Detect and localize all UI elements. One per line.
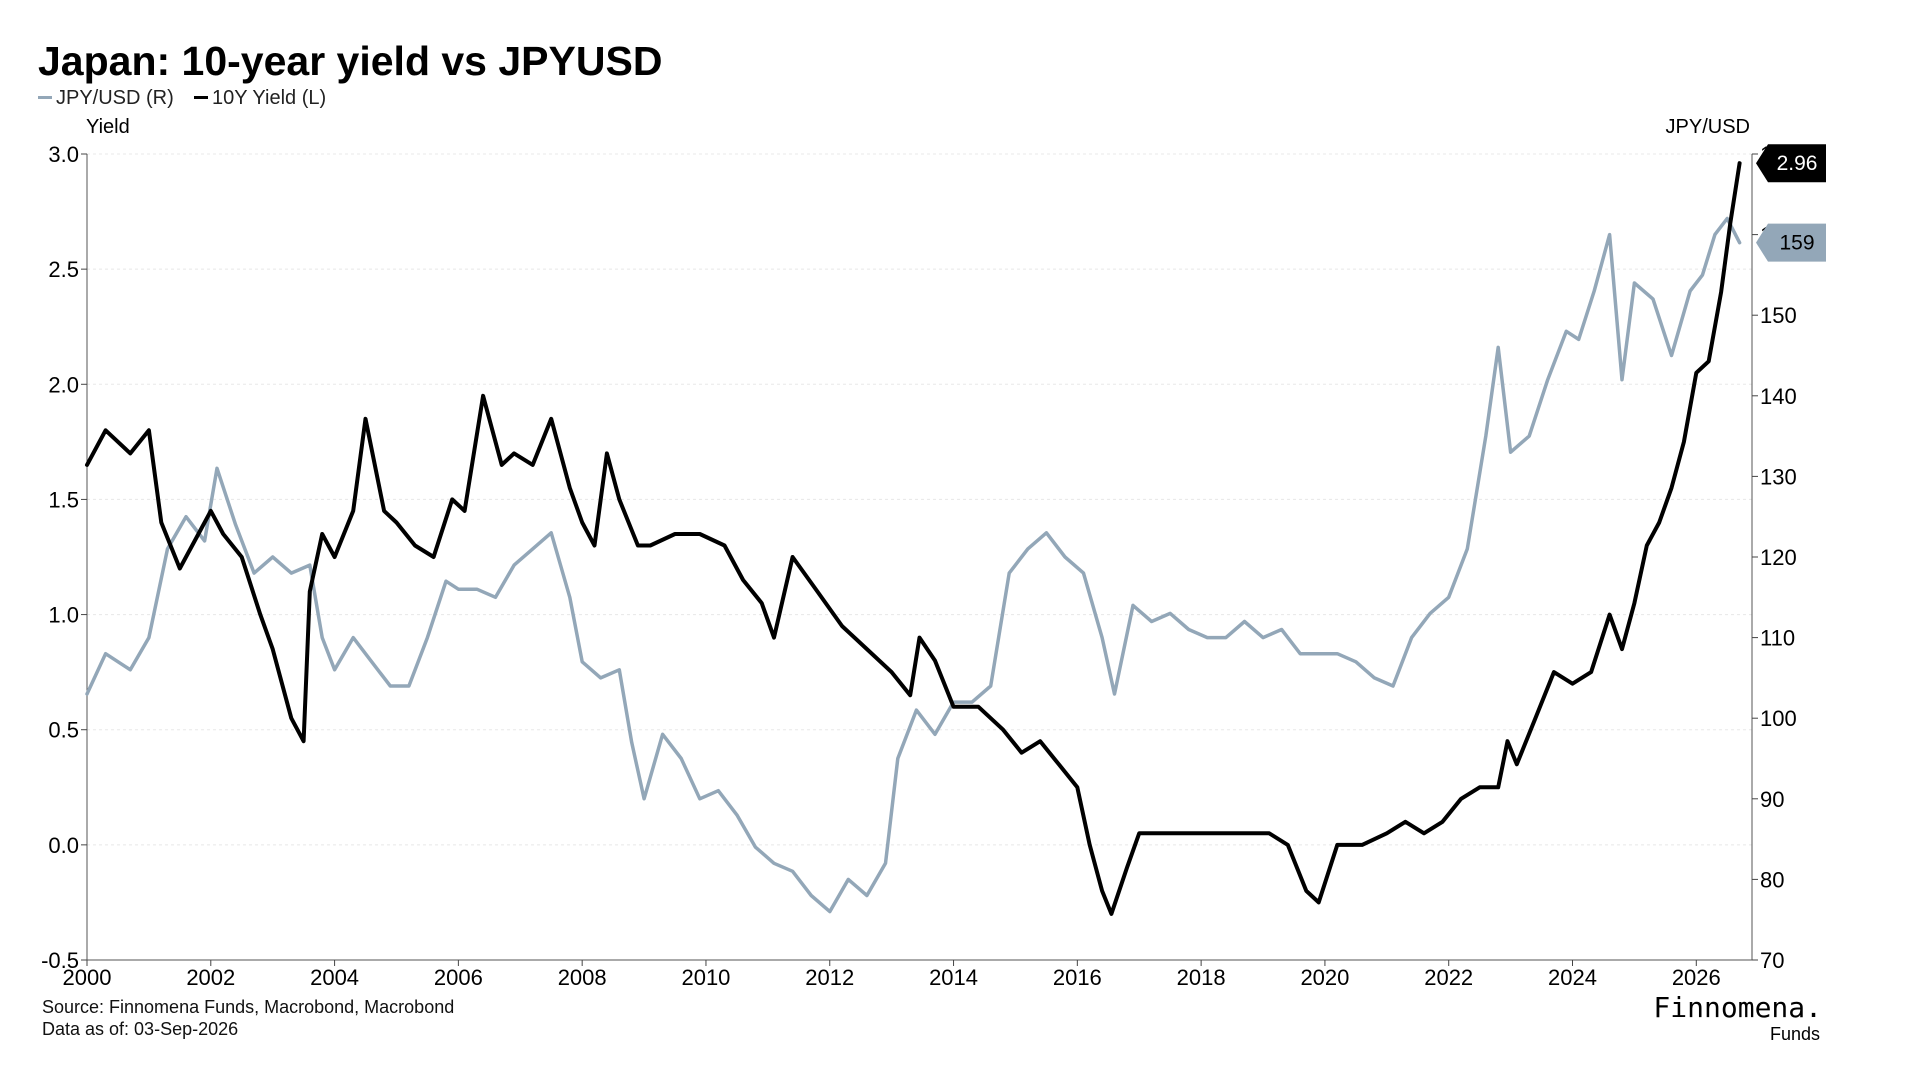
- x-tick-label: 2018: [1177, 965, 1226, 990]
- legend: JPY/USD (R) 10Y Yield (L): [38, 87, 326, 109]
- y-right-tick-label: 110: [1760, 626, 1795, 651]
- x-axis-ticks: 2000 2002 2004 2006 2008 2010 2012 2014 2016 2018…: [63, 960, 1721, 990]
- data-asof-note: Data as of: 03-Sep-2026: [42, 1019, 238, 1039]
- y-right-tick-label: 90: [1760, 787, 1784, 812]
- jpyusd-end-flag: [1756, 223, 1826, 262]
- x-tick-label: 2026: [1672, 965, 1721, 990]
- x-tick-label: 2006: [434, 965, 483, 990]
- x-tick-label: 2010: [681, 965, 730, 990]
- y-left-ticks: -0.5 0.0 0.5 1.0 1.5 2.0 2.5 3.0: [41, 142, 87, 973]
- y-right-tick-label: 140: [1760, 384, 1797, 409]
- brand-sub: Funds: [1770, 1024, 1820, 1044]
- x-tick-label: 2004: [310, 965, 359, 990]
- y-left-tick-label: 2.0: [48, 372, 79, 397]
- x-tick-label: 2022: [1424, 965, 1473, 990]
- y-right-tick-label: 130: [1760, 464, 1797, 489]
- yield-end-flag-label: 2.96: [1777, 152, 1818, 175]
- x-tick-label: 2000: [63, 965, 112, 990]
- legend-label-yield: 10Y Yield (L): [212, 87, 326, 109]
- y-left-tick-label: -0.5: [41, 948, 79, 973]
- legend-swatch-jpyusd: [38, 96, 52, 99]
- y-right-tick-label: 150: [1760, 303, 1797, 328]
- legend-label-jpyusd: JPY/USD (R): [56, 87, 174, 109]
- series-line-jpyusd: [85, 216, 1742, 914]
- x-tick-label: 2008: [558, 965, 607, 990]
- x-tick-label: 2002: [186, 965, 235, 990]
- x-tick-label: 2012: [805, 965, 854, 990]
- y-left-tick-label: 0.5: [48, 718, 79, 743]
- chart-title: Japan: 10-year yield vs JPYUSD: [38, 38, 662, 84]
- y-left-tick-label: 1.0: [48, 603, 79, 628]
- y-left-tick-label: 1.5: [48, 487, 79, 512]
- series-line-yield: [85, 161, 1742, 916]
- y-right-tick-label: 70: [1760, 948, 1784, 973]
- y-right-ticks: 708090100110120130140150160170: [1752, 142, 1797, 973]
- x-tick-label: 2014: [929, 965, 978, 990]
- yield-end-flag: [1756, 144, 1826, 183]
- source-note: Source: Finnomena Funds, Macrobond, Macr…: [42, 997, 454, 1017]
- legend-swatch-yield: [194, 96, 208, 99]
- y-left-tick-label: 3.0: [48, 142, 79, 167]
- end-flags: 2.96 159: [1756, 144, 1826, 262]
- y-right-axis-title: JPY/USD: [1666, 116, 1750, 138]
- y-right-tick-label: 120: [1760, 545, 1797, 570]
- y-left-axis-title: Yield: [86, 116, 130, 138]
- y-left-tick-label: 2.5: [48, 257, 79, 282]
- y-left-tick-label: 0.0: [48, 833, 79, 858]
- x-tick-label: 2020: [1300, 965, 1349, 990]
- brand-logo: Finnomena.: [1653, 991, 1822, 1024]
- y-right-tick-label: 80: [1760, 867, 1784, 892]
- series-layer: [85, 161, 1742, 916]
- x-tick-label: 2024: [1548, 965, 1597, 990]
- y-right-tick-label: 100: [1760, 706, 1797, 731]
- x-tick-label: 2016: [1053, 965, 1102, 990]
- jpyusd-end-flag-label: 159: [1779, 232, 1814, 255]
